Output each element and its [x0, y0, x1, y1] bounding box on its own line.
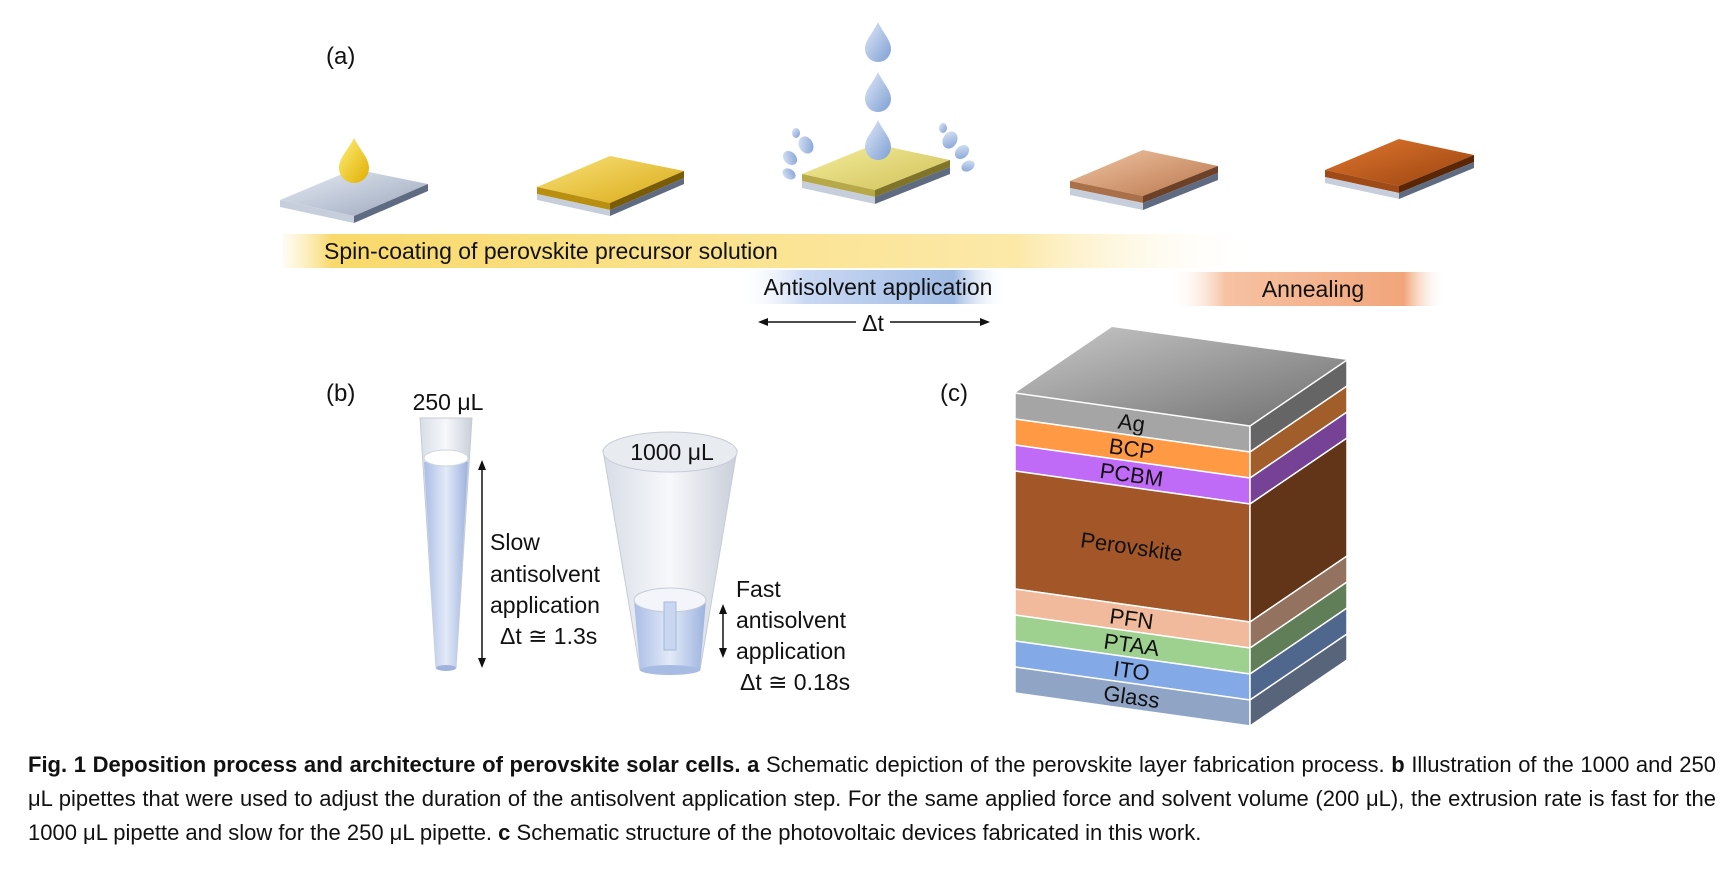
caption-b-text: Illustration of the 1000 and 250 μL pipe…	[28, 752, 1716, 845]
delta-t-arrow	[758, 318, 990, 326]
pipette-1000-icon	[602, 431, 738, 675]
substrate-annealed-film	[1325, 139, 1474, 199]
layer-side-glass	[1249, 632, 1348, 728]
slow-line-2: antisolvent	[490, 561, 601, 587]
annealing-band	[1170, 272, 1445, 306]
slow-arrow	[478, 460, 486, 668]
layer-label-ag: Ag	[1116, 409, 1146, 437]
caption-c-text: Schematic structure of the photovoltaic …	[516, 820, 1202, 845]
substrate-intermediate-film	[1070, 150, 1218, 210]
delta-t-label: Δt	[862, 310, 884, 336]
figure-caption: Fig. 1 Deposition process and architectu…	[28, 748, 1716, 850]
layer-label-ito: ITO	[1112, 656, 1151, 686]
splash-left-icon	[782, 128, 814, 180]
fast-line-3: application	[736, 638, 846, 664]
substrate-antisolvent	[802, 144, 950, 204]
spin-coating-band	[283, 234, 1263, 268]
panel-c-label: (c)	[940, 380, 968, 407]
precursor-drop-icon	[339, 138, 369, 183]
caption-a-label: a	[747, 752, 760, 777]
antisolvent-drops-icon	[865, 22, 891, 160]
caption-a-text: Schematic depiction of the perovskite la…	[765, 752, 1385, 777]
panel-b-label: (b)	[326, 380, 355, 407]
slow-line-4: Δt ≅ 1.3s	[500, 623, 597, 649]
fast-line-4: Δt ≅ 0.18s	[740, 669, 850, 695]
slow-line-3: application	[490, 592, 600, 618]
figure-illustration: (a)	[280, 22, 1474, 728]
pipette-250-icon	[419, 417, 473, 671]
caption-title: Fig. 1 Deposition process and architectu…	[28, 752, 741, 777]
antisolvent-label: Antisolvent application	[764, 274, 993, 300]
substrate-bare	[280, 169, 428, 223]
fast-line-2: antisolvent	[736, 607, 847, 633]
fast-line-1: Fast	[736, 576, 781, 602]
splash-right-icon	[939, 123, 975, 172]
panel-a-label: (a)	[326, 43, 355, 70]
pipette-250-label: 250 μL	[413, 389, 484, 415]
fast-arrow	[719, 604, 727, 658]
antisolvent-band	[736, 270, 1008, 304]
pipette-1000-label: 1000 μL	[630, 439, 714, 465]
caption-c-label: c	[498, 820, 511, 845]
substrate-precursor-film	[537, 156, 684, 216]
slow-line-1: Slow	[490, 529, 540, 555]
spin-coating-label: Spin-coating of perovskite precursor sol…	[324, 238, 778, 264]
caption-b-label: b	[1391, 752, 1405, 777]
stack-top-face	[1015, 327, 1347, 426]
annealing-label: Annealing	[1262, 276, 1364, 302]
